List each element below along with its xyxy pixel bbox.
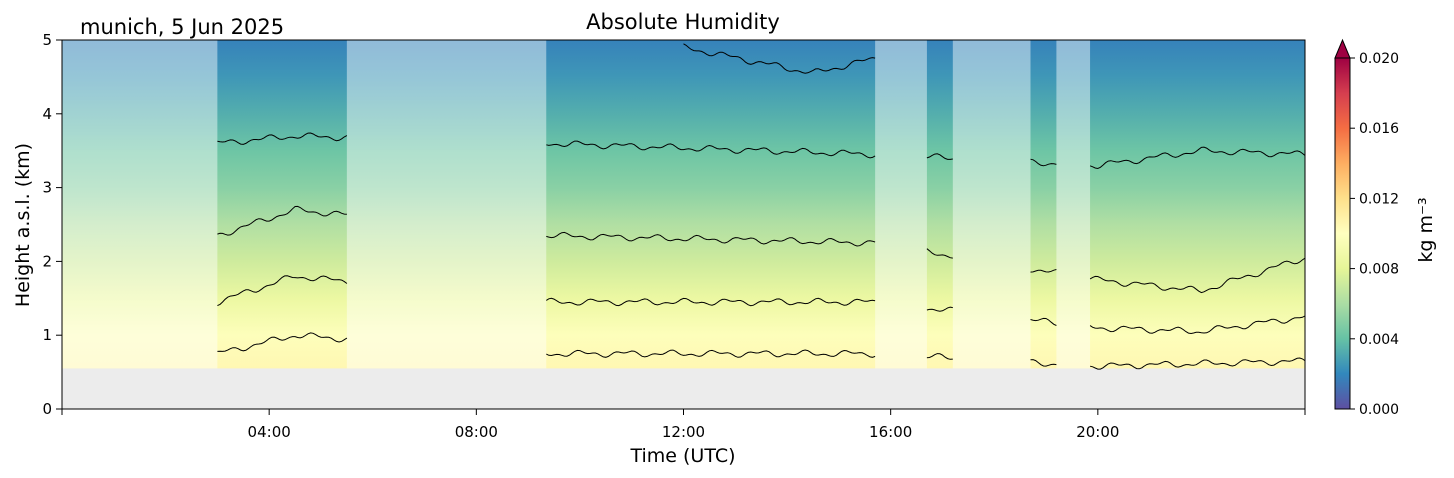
colorbar-tick-label: 0.016 xyxy=(1359,121,1399,137)
colorbar-tick-label: 0.020 xyxy=(1359,51,1399,67)
contour-line xyxy=(926,153,953,160)
contour-line xyxy=(217,332,348,352)
chart-title: Absolute Humidity xyxy=(586,10,780,34)
humidity-field xyxy=(62,40,1305,369)
x-tick-label: 20:00 xyxy=(1076,423,1119,441)
masked-periods xyxy=(62,40,1091,369)
y-tick-label: 1 xyxy=(42,326,52,344)
colorbar-tick-label: 0.004 xyxy=(1359,332,1399,348)
contour-lines xyxy=(217,43,1305,370)
masked-period xyxy=(875,40,927,369)
x-axis-label: Time (UTC) xyxy=(629,445,735,467)
colorbar-tick-label: 0.000 xyxy=(1359,402,1399,418)
x-tick-label: 04:00 xyxy=(248,423,291,441)
colorbar-tick-label: 0.008 xyxy=(1359,262,1399,278)
masked-period xyxy=(346,40,547,369)
masked-period xyxy=(62,40,218,369)
contour-line xyxy=(217,132,348,145)
y-tick-label: 4 xyxy=(42,105,52,123)
colorbar-extend-arrow xyxy=(1334,38,1351,59)
y-tick-label: 2 xyxy=(42,252,52,270)
contour-line xyxy=(926,248,953,259)
masked-period xyxy=(1056,40,1091,369)
contour-line xyxy=(217,275,348,307)
contour-line xyxy=(1030,359,1057,367)
y-tick-label: 3 xyxy=(42,179,52,197)
contour-line xyxy=(1089,146,1305,170)
colorbar-ramp xyxy=(1334,57,1351,410)
colorbar: 0.000 0.004 0.008 0.012 0.016 0.020 xyxy=(1334,38,1399,418)
plot-area xyxy=(62,40,1305,409)
contour-line xyxy=(546,231,876,247)
y-tick-label: 5 xyxy=(42,31,52,49)
contour-line xyxy=(1030,269,1057,273)
humidity-field-fill xyxy=(62,40,1305,369)
chart-subtitle: munich, 5 Jun 2025 xyxy=(80,15,284,39)
colorbar-label: kg m⁻³ xyxy=(1415,197,1437,262)
masked-period xyxy=(952,40,1031,369)
contour-line xyxy=(546,140,876,159)
contour-line xyxy=(1030,158,1057,167)
y-axis: 0 1 2 3 4 5 xyxy=(42,31,62,418)
contour-line xyxy=(926,353,953,360)
colorbar-tick-label: 0.012 xyxy=(1359,191,1399,207)
x-tick-label: 12:00 xyxy=(662,423,705,441)
x-tick-label: 08:00 xyxy=(455,423,498,441)
contour-line xyxy=(546,297,876,307)
contour-line xyxy=(546,349,876,358)
x-axis: 04:00 08:00 12:00 16:00 20:00 xyxy=(61,409,1306,441)
contour-line xyxy=(1030,317,1057,326)
contour-line xyxy=(926,306,953,312)
y-axis-label: Height a.s.l. (km) xyxy=(12,143,34,307)
contour-line xyxy=(683,43,876,74)
y-tick-label: 0 xyxy=(42,400,52,418)
x-tick-label: 16:00 xyxy=(869,423,912,441)
contour-line xyxy=(1089,315,1305,335)
contour-line xyxy=(1089,357,1305,370)
contour-line xyxy=(1089,257,1305,294)
contour-line xyxy=(217,205,347,236)
